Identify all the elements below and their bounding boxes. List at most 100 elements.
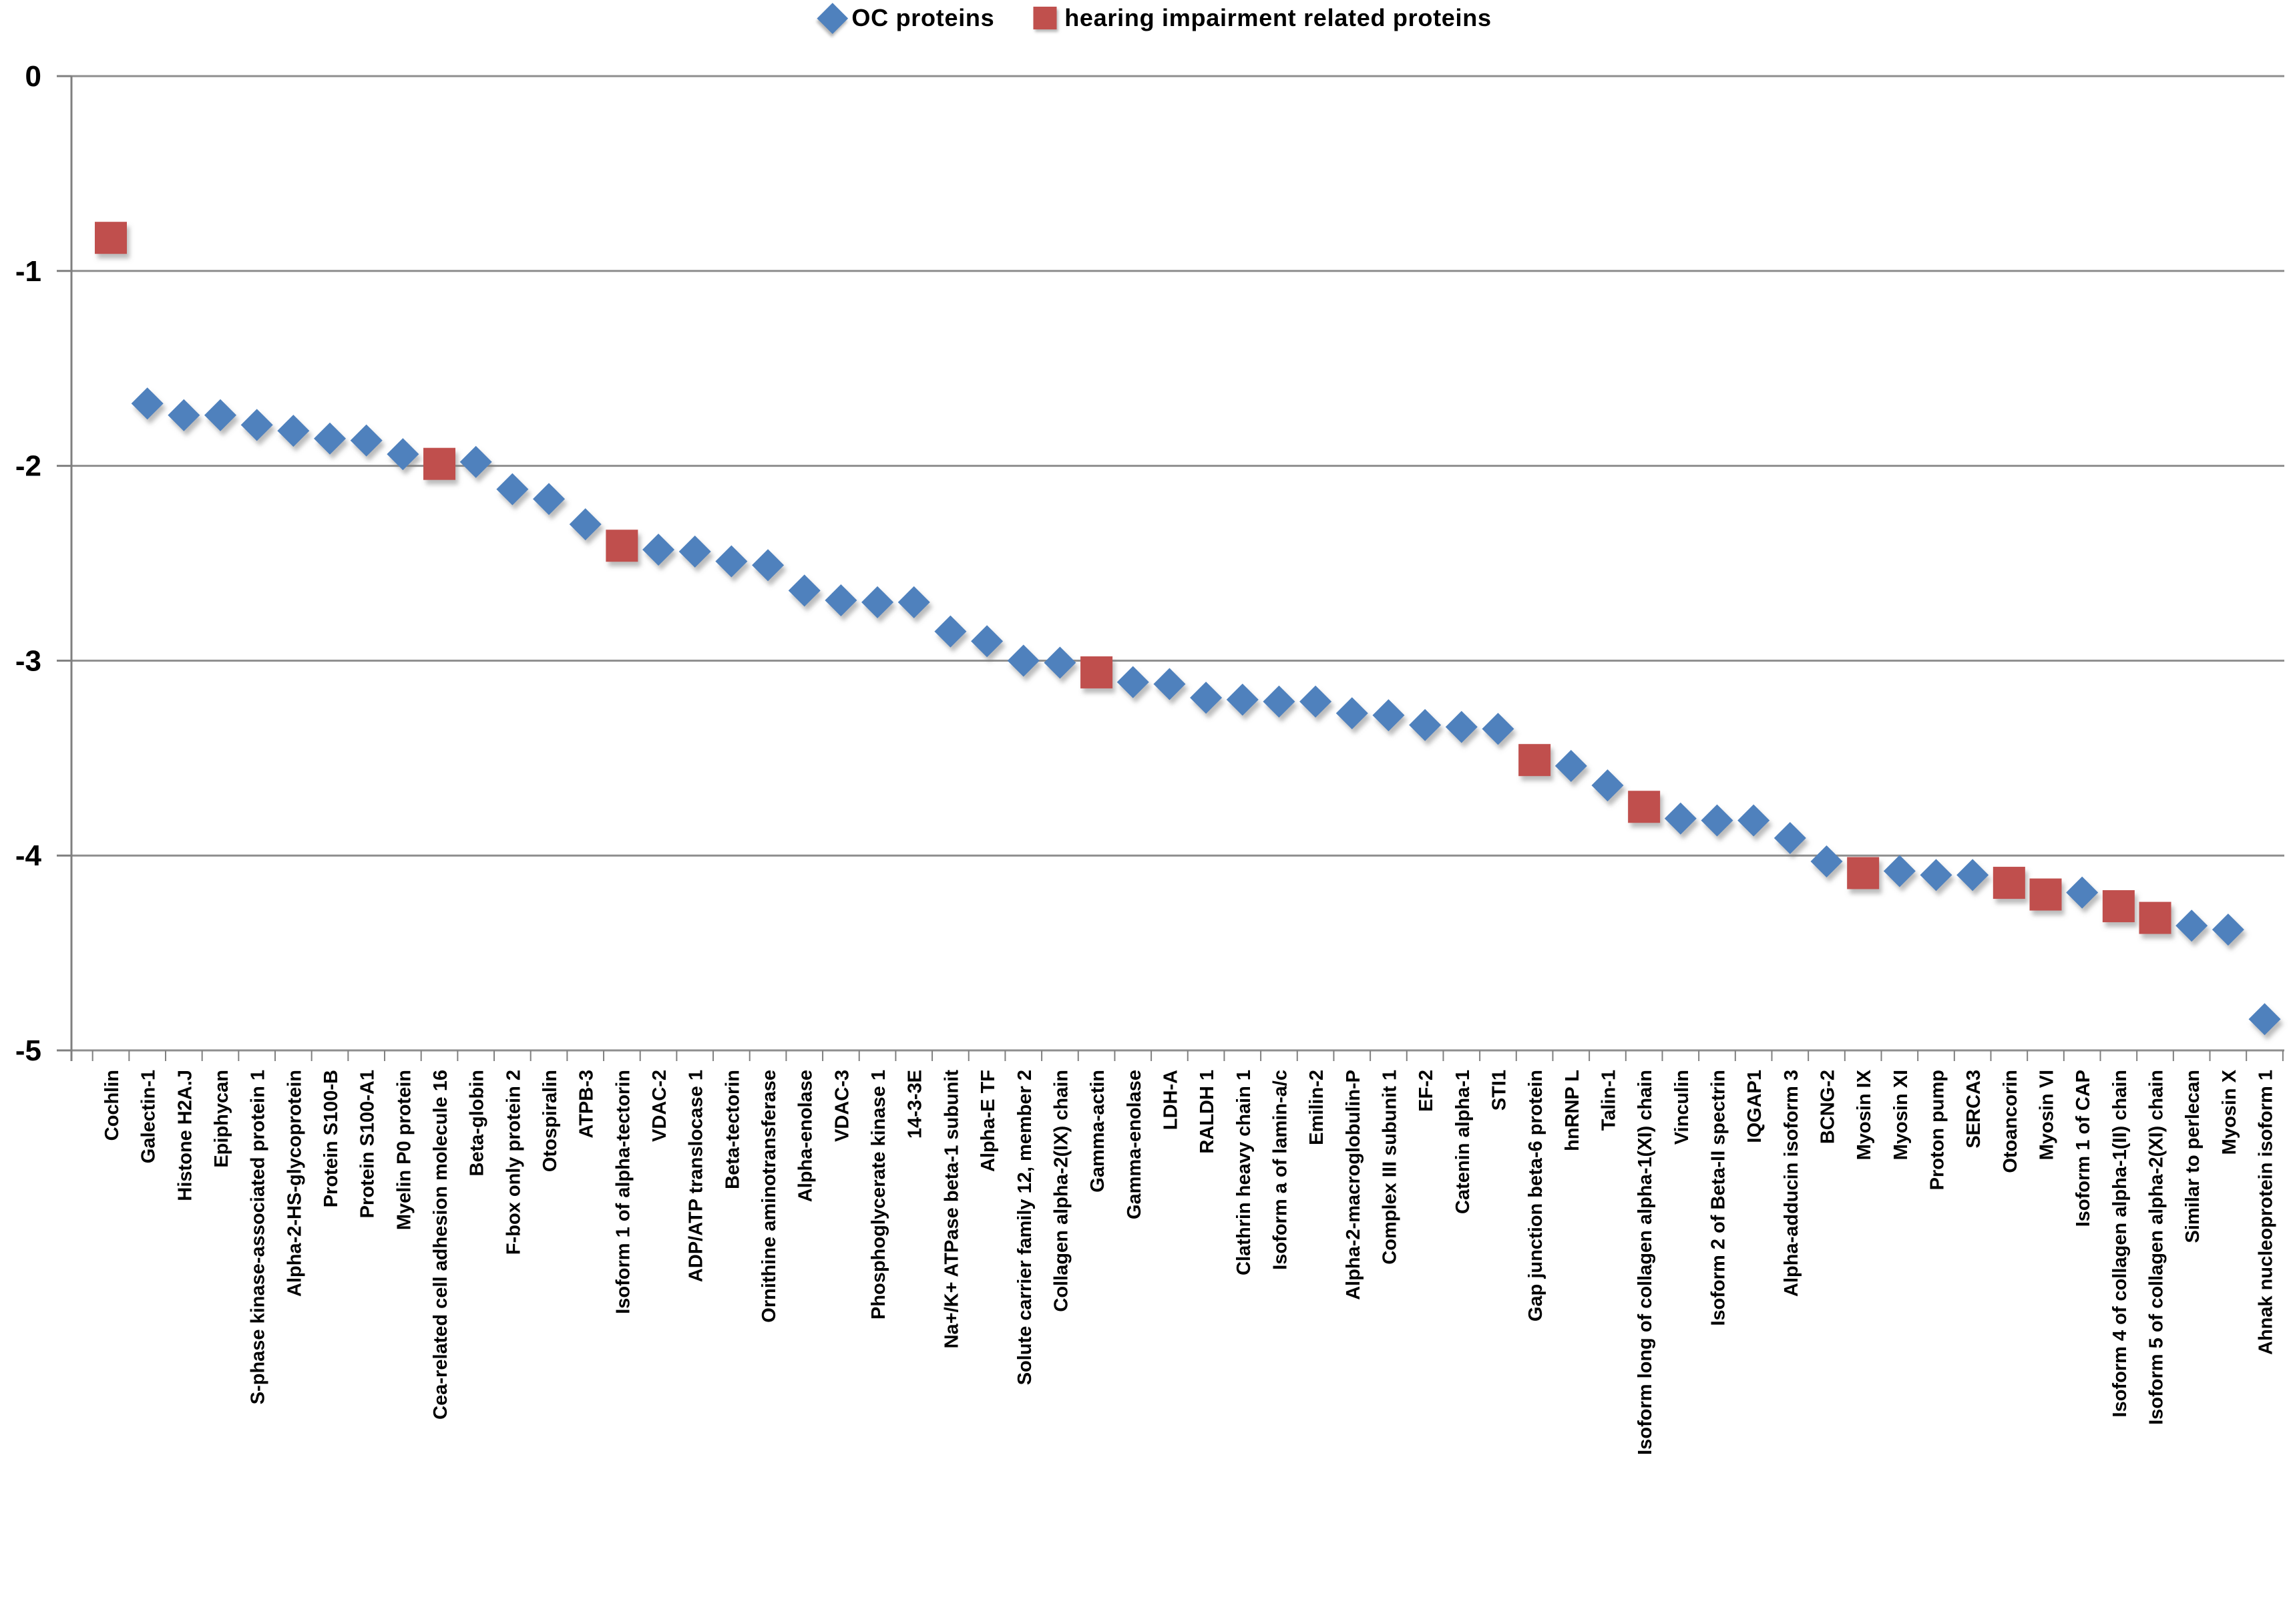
x-axis-category-label: Isoform a of lamin-a/c xyxy=(1269,1070,1291,1270)
data-point-oc xyxy=(971,625,1004,658)
data-point-oc xyxy=(1482,713,1514,745)
data-point-oc xyxy=(459,445,492,478)
data-point-hearing-impairment xyxy=(1080,656,1113,688)
x-axis-category-label: VDAC-3 xyxy=(831,1070,853,1142)
x-axis-category-label: Protein S100-B xyxy=(321,1070,342,1207)
data-point-oc xyxy=(1335,697,1368,730)
data-point-oc xyxy=(168,399,200,431)
x-axis-category-label: Emilin-2 xyxy=(1306,1070,1327,1145)
data-point-oc xyxy=(1263,685,1295,718)
data-point-oc xyxy=(1299,685,1332,718)
gridlines xyxy=(71,75,2284,1052)
x-axis-category-label: Na+/K+ ATPase beta-1 subunit xyxy=(941,1070,962,1349)
x-axis-category-label: Protein S100-A1 xyxy=(357,1070,379,1218)
data-point-oc xyxy=(1409,708,1442,741)
data-point-oc xyxy=(2175,909,2208,942)
data-point-hearing-impairment xyxy=(95,222,127,254)
x-axis-category-label: hnRNP L xyxy=(1562,1070,1583,1151)
y-axis-tick-label: -2 xyxy=(15,450,41,483)
x-axis-category-label: S-phase kinase-associated protein 1 xyxy=(248,1070,269,1404)
x-axis-category-label: Talin-1 xyxy=(1598,1070,1619,1131)
data-point-oc xyxy=(715,545,748,578)
data-point-oc xyxy=(678,535,711,568)
y-axis-tick-label: 0 xyxy=(25,60,41,93)
data-point-oc xyxy=(314,422,347,455)
data-point-oc xyxy=(1445,710,1478,743)
x-axis-category-label: Alpha-E TF xyxy=(978,1070,999,1172)
axis-labels: 0 -1 -2 -3 -4 -5 Cochlin Galectin-1 Histone H2A.… xyxy=(15,60,2277,1455)
x-axis-category-label: VDAC-2 xyxy=(649,1070,670,1142)
x-axis-category-label: Isoform long of collagen alpha-1(XI) cha… xyxy=(1635,1070,1656,1455)
x-axis-category-label: Phosphoglycerate kinase 1 xyxy=(868,1070,889,1320)
data-point-hearing-impairment xyxy=(1518,744,1551,777)
data-point-oc xyxy=(1153,668,1186,700)
x-axis-category-label: Alpha-adducin isoform 3 xyxy=(1781,1070,1802,1297)
x-axis-category-label: EF-2 xyxy=(1416,1070,1437,1112)
axes xyxy=(57,75,2284,1061)
data-point-hearing-impairment xyxy=(2102,890,2135,923)
x-axis-category-label: Otospiralin xyxy=(540,1070,561,1172)
x-axis-category-label: SERCA3 xyxy=(1963,1070,1985,1149)
x-axis-category-label: Proton pump xyxy=(1927,1070,1948,1190)
x-axis-category-label: Gamma-enolase xyxy=(1124,1070,1145,1219)
data-point-oc xyxy=(1372,699,1405,732)
data-point-oc xyxy=(861,586,894,618)
y-axis-tick-label: -3 xyxy=(15,644,41,677)
x-axis-category-label: Myosin X xyxy=(2219,1069,2240,1155)
data-point-oc xyxy=(350,424,383,457)
x-axis-category-label: Gamma-actin xyxy=(1087,1070,1108,1193)
data-points xyxy=(95,222,2281,1036)
x-axis-category-label: Ornithine aminotransferase xyxy=(759,1070,780,1323)
x-axis-category-label: Alpha-enolase xyxy=(795,1070,817,1202)
x-axis-category-label: Ahnak nucleoprotein isoform 1 xyxy=(2256,1070,2277,1355)
x-axis-category-label: STI1 xyxy=(1488,1070,1510,1110)
data-point-oc xyxy=(1920,859,1952,891)
x-axis-category-label: LDH-A xyxy=(1160,1070,1181,1130)
y-axis-tick-label: -1 xyxy=(15,255,41,288)
x-axis-category-label: Isoform 5 of collagen alpha-2(XI) chain xyxy=(2146,1070,2167,1425)
data-point-oc xyxy=(2066,876,2099,909)
x-axis-category-label: RALDH 1 xyxy=(1197,1070,1218,1154)
x-axis-category-label: Cea-related cell adhesion molecule 16 xyxy=(430,1070,451,1420)
diamond-marker-icon xyxy=(817,2,849,34)
x-axis-category-label: Vinculin xyxy=(1671,1070,1693,1145)
data-point-oc xyxy=(1883,855,1916,887)
x-axis-category-label: Collagen alpha-2(IX) chain xyxy=(1050,1070,1072,1312)
x-axis-category-label: Galectin-1 xyxy=(138,1070,160,1163)
x-axis-category-label: Myosin IX xyxy=(1854,1069,1875,1160)
data-point-oc xyxy=(1737,804,1770,837)
legend-item-hearing-impairment: hearing impairment related proteins xyxy=(1033,4,1492,32)
x-axis-category-label: Alpha-2-HS-glycoprotein xyxy=(284,1070,305,1297)
data-point-oc xyxy=(1116,666,1149,698)
data-point-oc xyxy=(1591,769,1624,802)
data-point-oc xyxy=(204,399,237,431)
data-point-hearing-impairment xyxy=(1993,867,2025,899)
data-point-hearing-impairment xyxy=(2029,878,2062,911)
data-point-hearing-impairment xyxy=(2139,901,2171,934)
legend-item-oc-proteins: OC proteins xyxy=(817,2,995,34)
data-point-oc xyxy=(277,415,310,447)
data-point-oc xyxy=(387,438,419,471)
x-axis-category-label: Myosin VI xyxy=(2037,1070,2058,1160)
data-point-oc xyxy=(569,508,602,541)
x-axis-category-label: 14-3-3E xyxy=(905,1070,926,1139)
x-axis-category-label: Otoancorin xyxy=(2000,1070,2021,1173)
data-point-oc xyxy=(897,586,930,618)
y-axis-tick-label: -4 xyxy=(15,839,42,872)
x-axis-category-label: Isoform 2 of Beta-II spectrin xyxy=(1707,1070,1729,1326)
x-axis-category-label: Alpha-2-macroglobulin-P xyxy=(1343,1070,1364,1300)
data-point-oc xyxy=(2212,914,2244,946)
data-point-oc xyxy=(2248,1003,2281,1036)
data-point-oc xyxy=(131,387,164,420)
data-point-oc xyxy=(1007,644,1040,677)
x-axis-category-label: Isoform 4 of collagen alpha-1(II) chain xyxy=(2109,1070,2131,1417)
data-point-oc xyxy=(1956,859,1989,891)
x-axis-category-label: Gap junction beta-6 protein xyxy=(1525,1070,1546,1322)
data-point-oc xyxy=(1226,683,1259,716)
x-axis-category-label: ATPB-3 xyxy=(576,1070,598,1139)
data-point-oc xyxy=(1190,681,1223,714)
x-axis-category-label: Solute carrier family 12, member 2 xyxy=(1014,1070,1036,1385)
data-point-oc xyxy=(1701,804,1733,837)
